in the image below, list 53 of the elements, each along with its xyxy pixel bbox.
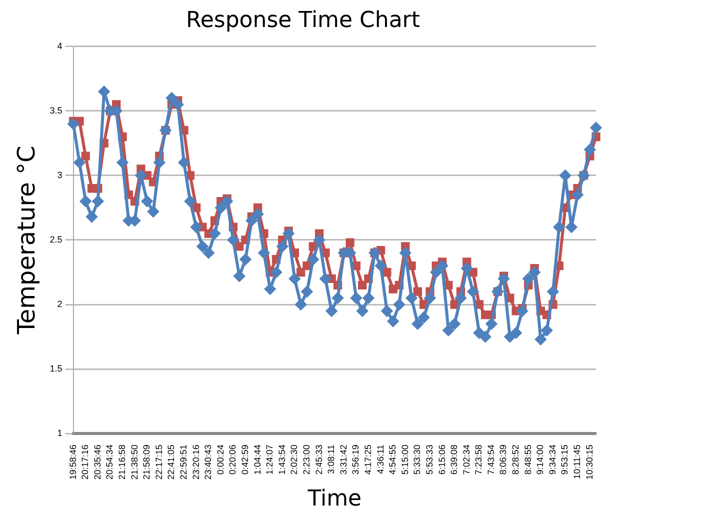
x-tick-label: 0:42:59 bbox=[240, 444, 250, 475]
x-tick-label: 7:43:54 bbox=[486, 444, 496, 475]
x-tick-label: 7:02:34 bbox=[461, 444, 472, 475]
y-tick-label: 2 bbox=[57, 298, 62, 309]
x-tick-label: 5:53:33 bbox=[424, 444, 434, 475]
x-tick-label: 6:15:06 bbox=[436, 444, 447, 475]
x-tick-label: 8:48:55 bbox=[522, 444, 533, 475]
x-tick-label: 0:20:06 bbox=[228, 444, 238, 475]
x-tick-label: 4:36:11 bbox=[375, 444, 386, 474]
x-tick-label: 19:58:46 bbox=[68, 444, 78, 480]
x-tick-label: 21:38:50 bbox=[129, 444, 140, 480]
y-tick-label: 1 bbox=[57, 428, 62, 438]
y-axis-title: Temperature °C bbox=[12, 146, 41, 336]
x-tick-label: 7:23:58 bbox=[474, 444, 484, 475]
x-tick-label: 2:23:00 bbox=[301, 444, 312, 475]
x-tick-label: 10:30:15 bbox=[584, 444, 594, 480]
y-tick-label: 3.5 bbox=[50, 105, 62, 116]
x-tick-label: 5:33:30 bbox=[412, 444, 422, 475]
x-tick-label: 6:39:08 bbox=[449, 444, 460, 475]
x-tick-label: 4:54:55 bbox=[388, 444, 398, 475]
x-tick-label: 20:17:16 bbox=[80, 444, 90, 480]
x-tick-label: 22:59:51 bbox=[178, 444, 188, 480]
x-axis-title: Time bbox=[306, 486, 362, 512]
x-tick-label: 8:28:52 bbox=[510, 444, 521, 475]
x-tick-label: 3:08:11 bbox=[326, 444, 336, 474]
x-tick-label: 23:40:43 bbox=[203, 444, 214, 480]
x-tick-label: 5:15:00 bbox=[400, 444, 410, 475]
x-tick-label: 22:17:15 bbox=[154, 444, 164, 480]
y-tick-label: 1.5 bbox=[50, 364, 62, 374]
x-tick-label: 1:04:44 bbox=[252, 444, 262, 475]
x-tick-label: 1:24:07 bbox=[264, 444, 275, 475]
chart-title: Response Time Chart bbox=[186, 8, 420, 33]
x-tick-label: 4:17:25 bbox=[362, 444, 373, 475]
x-tick-label: 10:11:45 bbox=[572, 444, 582, 479]
x-tick-label: 1:43:54 bbox=[276, 444, 287, 475]
x-tick-label: 9:14:00 bbox=[535, 444, 546, 475]
y-tick-label: 2.5 bbox=[50, 234, 62, 244]
x-tick-label: 9:34:34 bbox=[547, 444, 558, 475]
x-tick-label: 20:35:46 bbox=[92, 444, 102, 480]
x-tick-label: 0:00:24 bbox=[215, 444, 226, 475]
x-tick-label: 23:20:16 bbox=[190, 444, 201, 480]
x-tick-label: 9:53:15 bbox=[560, 444, 570, 475]
x-tick-label: 22:41:05 bbox=[166, 444, 176, 480]
x-tick-label: 20:54:34 bbox=[104, 444, 115, 480]
y-tick-label: 4 bbox=[57, 40, 62, 51]
x-tick-label: 3:31:42 bbox=[338, 444, 348, 475]
x-tick-label: 21:16:58 bbox=[116, 444, 127, 480]
x-tick-label: 21:58:09 bbox=[142, 444, 152, 480]
x-tick-label: 8:06:39 bbox=[498, 444, 508, 475]
y-tick-label: 3 bbox=[57, 170, 62, 180]
x-tick-label: 2:45:33 bbox=[314, 444, 324, 475]
x-tick-label: 3:56:19 bbox=[350, 444, 361, 475]
x-tick-label: 2:02:30 bbox=[289, 444, 300, 475]
